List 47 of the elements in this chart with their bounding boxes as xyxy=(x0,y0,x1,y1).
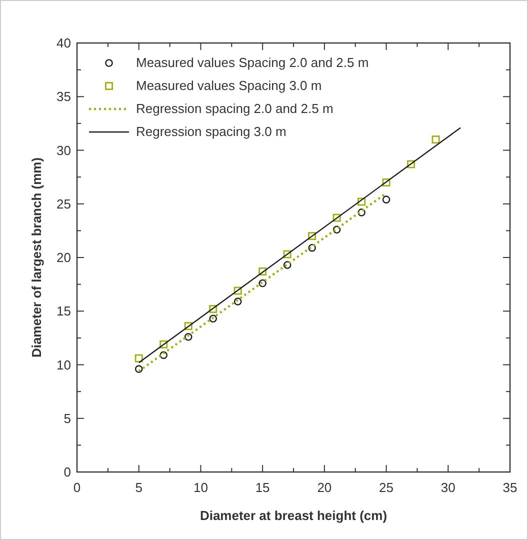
point xyxy=(332,226,341,234)
point xyxy=(358,208,366,216)
point xyxy=(209,314,217,323)
point xyxy=(382,178,390,186)
point xyxy=(258,279,266,288)
point xyxy=(308,232,316,240)
point xyxy=(432,136,440,144)
point xyxy=(134,354,143,362)
point xyxy=(160,340,168,348)
x-tick-label: 15 xyxy=(255,480,270,495)
x-axis-title: Diameter at breast height (cm) xyxy=(200,508,388,523)
point xyxy=(283,250,292,258)
x-tick-label: 0 xyxy=(73,480,81,495)
point xyxy=(160,351,168,359)
y-tick-label: 20 xyxy=(56,250,71,265)
point xyxy=(134,365,143,373)
y-tick-label: 30 xyxy=(56,142,71,158)
y-tick-label: 10 xyxy=(56,357,71,372)
point xyxy=(234,298,242,306)
point xyxy=(258,267,267,276)
legend-label: Measured values Spacing 2.0 and 2.5 m xyxy=(136,55,369,70)
point xyxy=(358,198,366,206)
legend-label: Regression spacing 3.0 m xyxy=(136,124,286,139)
y-tick-label: 40 xyxy=(56,36,71,50)
x-tick-label: 30 xyxy=(440,480,456,495)
x-tick-label: 20 xyxy=(317,480,332,495)
point xyxy=(407,160,416,168)
point xyxy=(209,304,218,313)
legend-label: Measured values Spacing 3.0 m xyxy=(136,78,322,93)
y-tick-label: 5 xyxy=(64,410,71,426)
point xyxy=(184,322,192,330)
point xyxy=(234,286,242,295)
y-axis-title: Diameter of largest branch (mm) xyxy=(29,157,44,358)
point xyxy=(382,196,390,204)
y-tick-label: 35 xyxy=(56,89,71,104)
point xyxy=(308,244,316,252)
x-tick-label: 5 xyxy=(135,480,142,495)
point xyxy=(184,332,192,341)
legend-label: Regression spacing 2.0 and 2.5 m xyxy=(136,101,334,116)
point xyxy=(283,261,292,269)
x-tick-label: 10 xyxy=(193,480,208,495)
x-tick-label: 35 xyxy=(502,480,518,495)
y-tick-label: 15 xyxy=(56,304,71,319)
y-tick-label: 25 xyxy=(56,196,71,212)
point xyxy=(332,214,341,222)
y-tick-label: 0 xyxy=(64,464,71,480)
x-tick-label: 25 xyxy=(379,480,394,495)
